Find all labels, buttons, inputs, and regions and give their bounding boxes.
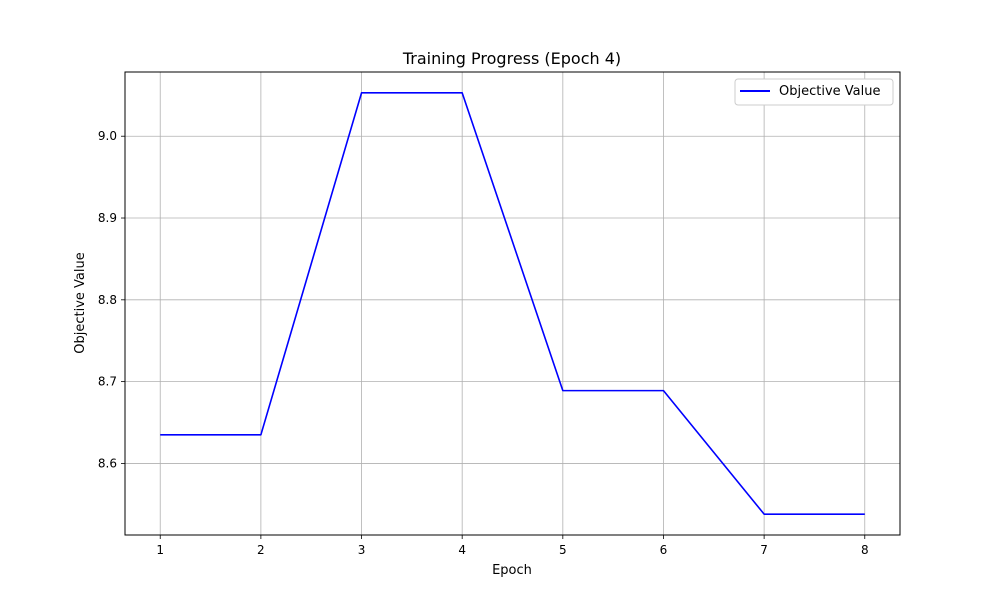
x-tick-label: 8 [861,543,869,557]
axis-ticks: 1 2 3 4 5 6 7 8 8.6 8.7 8.8 8.9 9.0 [98,129,869,557]
legend: Objective Value [734,78,894,106]
grid [125,72,900,535]
x-tick-label: 2 [257,543,265,557]
y-tick-label: 8.7 [98,375,117,389]
x-tick-label: 6 [660,543,668,557]
x-tick-label: 7 [760,543,768,557]
plot-area-frame [124,71,901,536]
y-tick-label: 8.6 [98,456,117,470]
x-tick-label: 3 [358,543,366,557]
series-line-objective-value [160,92,865,515]
chart-title: Training Progress (Epoch 4) [402,49,621,68]
x-tick-label: 5 [559,543,567,557]
legend-label-objective-value: Objective Value [779,84,880,99]
y-tick-label: 8.9 [98,211,117,225]
x-tick-label: 1 [156,543,164,557]
y-tick-label: 8.8 [98,293,117,307]
x-tick-label: 4 [458,543,466,557]
y-tick-label: 9.0 [98,129,117,143]
legend-box [734,78,894,106]
x-axis-label: Epoch [492,563,532,578]
y-axis-label: Objective Value [73,252,88,353]
series-layer [160,92,865,515]
